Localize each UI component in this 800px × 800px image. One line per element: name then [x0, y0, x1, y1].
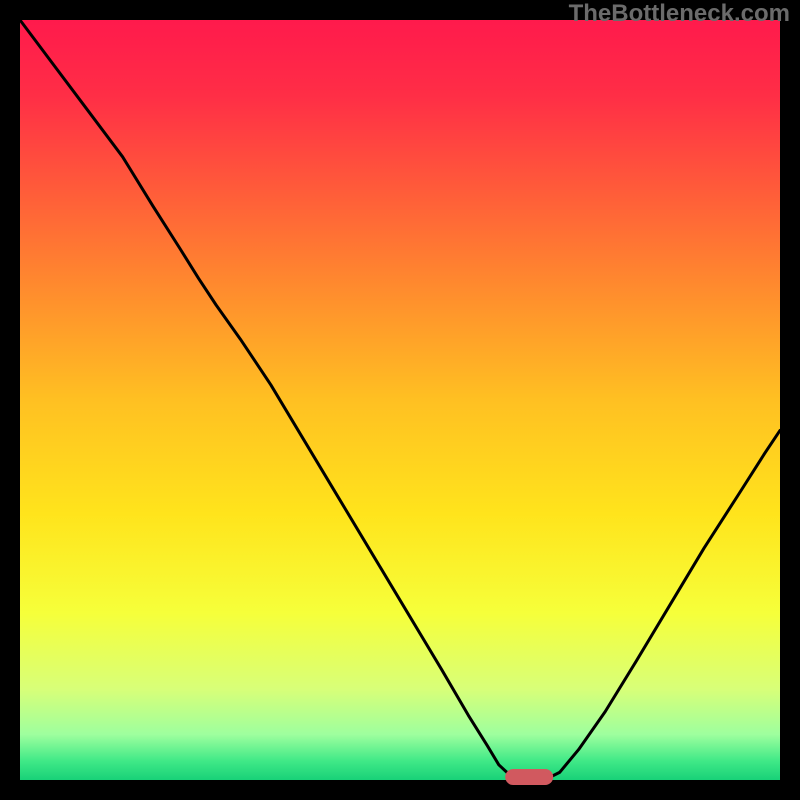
curve-overlay — [0, 0, 800, 800]
watermark-text: TheBottleneck.com — [569, 0, 790, 28]
bottleneck-curve — [20, 20, 780, 780]
optimal-marker — [505, 769, 553, 785]
stage: TheBottleneck.com — [0, 0, 800, 800]
